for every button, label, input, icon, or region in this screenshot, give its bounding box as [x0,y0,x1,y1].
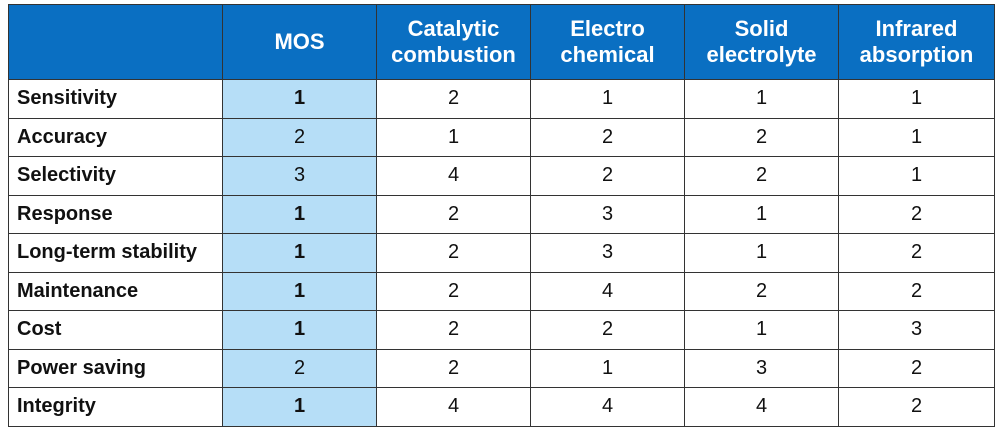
rating-cell: 1 [684,79,839,119]
rating-cell: 4 [530,387,685,427]
row-label: Accuracy [8,117,223,157]
row-label: Cost [8,310,223,350]
rating-cell: 2 [530,117,685,157]
rating-cell: 1 [222,271,377,311]
rating-cell: 4 [530,271,685,311]
header-cell: Infrared absorption [838,4,995,80]
header-cell: MOS [222,4,377,80]
rating-cell: 1 [376,117,531,157]
rating-cell: 2 [376,233,531,273]
rating-cell: 3 [684,348,839,388]
row-label: Integrity [8,387,223,427]
header-cell: Catalytic combustion [376,4,531,80]
rating-cell: 1 [838,117,995,157]
rating-cell: 3 [530,233,685,273]
table-header: MOS Catalytic combustion Electro chemical S… [8,4,995,80]
rating-cell: 2 [376,348,531,388]
row-label: Sensitivity [8,79,223,119]
rating-cell: 1 [684,310,839,350]
rating-cell: 2 [222,348,377,388]
rating-cell: 4 [376,156,531,196]
rating-cell: 1 [684,233,839,273]
rating-cell: 2 [838,387,995,427]
table-row: Accuracy 2 1 2 2 1 [8,117,995,157]
header-cell: Electro chemical [530,4,685,80]
rating-cell: 2 [684,117,839,157]
header-row: MOS Catalytic combustion Electro chemical S… [8,4,995,80]
table-row: Integrity 1 4 4 4 2 [8,387,995,427]
table-row: Power saving 2 2 1 3 2 [8,348,995,388]
rating-cell: 2 [530,156,685,196]
table-row: Long-term stability 1 2 3 1 2 [8,233,995,273]
rating-cell: 2 [376,79,531,119]
table-row: Maintenance 1 2 4 2 2 [8,271,995,311]
row-label: Selectivity [8,156,223,196]
rating-cell: 3 [838,310,995,350]
table-row: Selectivity 3 4 2 2 1 [8,156,995,196]
rating-cell: 2 [684,156,839,196]
rating-cell: 1 [838,79,995,119]
row-label: Power saving [8,348,223,388]
rating-cell: 2 [222,117,377,157]
rating-cell: 2 [838,348,995,388]
rating-cell: 1 [222,233,377,273]
row-label: Long-term stability [8,233,223,273]
header-cell: Solid electrolyte [684,4,839,80]
row-label: Response [8,194,223,234]
rating-cell: 4 [684,387,839,427]
rating-cell: 1 [222,310,377,350]
rating-cell: 2 [376,310,531,350]
table-body: Sensitivity 1 2 1 1 1 Accuracy 2 1 2 2 1 Selectivity… [8,79,995,427]
table-row: Cost 1 2 2 1 3 [8,310,995,350]
table-row: Sensitivity 1 2 1 1 1 [8,79,995,119]
table-row: Response 1 2 3 1 2 [8,194,995,234]
rating-cell: 1 [222,79,377,119]
rating-cell: 2 [838,271,995,311]
rating-cell: 1 [684,194,839,234]
rating-cell: 2 [838,194,995,234]
rating-cell: 1 [530,79,685,119]
rating-cell: 2 [684,271,839,311]
rating-cell: 1 [222,387,377,427]
rating-cell: 2 [838,233,995,273]
rating-cell: 3 [530,194,685,234]
rating-cell: 2 [376,271,531,311]
rating-cell: 1 [838,156,995,196]
header-cell [8,4,223,80]
rating-cell: 4 [376,387,531,427]
rating-cell: 2 [530,310,685,350]
rating-cell: 2 [376,194,531,234]
row-label: Maintenance [8,271,223,311]
rating-cell: 3 [222,156,377,196]
comparison-table: MOS Catalytic combustion Electro chemical S… [8,4,995,427]
rating-cell: 1 [222,194,377,234]
rating-cell: 1 [530,348,685,388]
